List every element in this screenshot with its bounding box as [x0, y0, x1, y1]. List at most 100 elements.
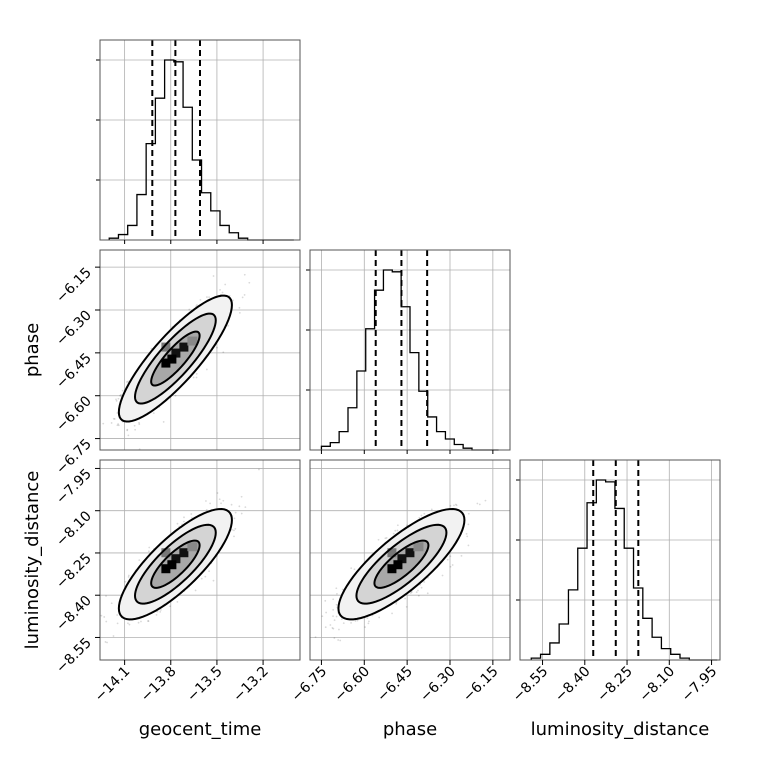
density-cell — [187, 542, 198, 552]
sample-point — [410, 591, 413, 594]
sample-point — [350, 567, 353, 570]
sample-point — [476, 502, 479, 505]
sample-point — [423, 581, 426, 583]
density-cell — [161, 342, 171, 352]
contour-line — [117, 294, 233, 423]
sample-point — [105, 595, 107, 597]
panel-frame — [519, 459, 721, 661]
sample-point — [441, 574, 444, 577]
contour-line — [133, 523, 217, 605]
density-peak — [161, 564, 171, 574]
density-peak — [171, 554, 181, 564]
sample-point — [406, 524, 408, 527]
contour-line — [355, 523, 448, 605]
sample-point — [128, 623, 131, 626]
sample-point — [418, 516, 421, 519]
sample-point — [484, 499, 487, 502]
sample-point — [364, 626, 366, 628]
density-cell — [387, 548, 397, 558]
sample-point — [467, 523, 470, 526]
sample-point — [134, 428, 137, 431]
sample-point — [368, 620, 370, 623]
panel-frame — [99, 249, 301, 451]
sample-point — [133, 424, 136, 427]
histogram-step — [530, 479, 718, 661]
sample-point — [392, 532, 395, 535]
sample-point — [148, 550, 150, 553]
contour-line — [117, 508, 233, 621]
sample-point — [240, 512, 243, 515]
panel-frame — [99, 459, 301, 661]
sample-point — [423, 512, 426, 515]
sample-point — [176, 600, 179, 603]
x-tick-label: −6.30 — [417, 664, 459, 706]
sample-point — [117, 397, 120, 400]
sample-point — [338, 628, 340, 631]
sample-point — [117, 423, 120, 425]
density-cell — [413, 542, 424, 552]
sample-point — [216, 492, 219, 494]
sample-point — [110, 422, 113, 424]
contour-line — [150, 539, 201, 589]
sample-point — [138, 421, 140, 424]
sample-point — [105, 620, 108, 623]
sample-point — [233, 535, 235, 538]
sample-point — [126, 428, 129, 431]
sample-point — [467, 512, 470, 515]
sample-point — [148, 546, 151, 549]
x-axis-label: geocent_time — [139, 719, 262, 740]
sample-point — [227, 324, 230, 327]
sample-point — [233, 517, 236, 520]
sample-point — [112, 417, 115, 420]
sample-point — [332, 608, 335, 611]
sample-point — [455, 504, 458, 507]
sample-point — [127, 622, 129, 625]
sample-point — [115, 398, 117, 401]
panel-background — [520, 460, 720, 660]
sample-point — [127, 380, 130, 383]
density-peak — [397, 554, 407, 564]
sample-point — [174, 394, 177, 397]
sample-point — [404, 597, 406, 600]
sample-point — [409, 592, 412, 594]
sample-point — [467, 544, 470, 547]
sample-point — [391, 612, 393, 615]
sample-point — [324, 626, 327, 629]
contour-line — [133, 312, 217, 405]
hist-panel-geocent_time — [96, 39, 301, 241]
sample-point — [415, 591, 418, 594]
sample-point — [116, 622, 119, 625]
x-tick-label: −8.10 — [636, 664, 678, 706]
sample-point — [126, 381, 128, 383]
sample-point — [395, 602, 398, 605]
sample-point — [465, 532, 468, 535]
sample-point — [183, 520, 185, 523]
sample-point — [222, 499, 225, 502]
sample-point — [378, 616, 381, 619]
sample-point — [341, 588, 344, 591]
sample-point — [103, 616, 106, 618]
sample-point — [314, 636, 317, 638]
density-peak — [179, 548, 189, 558]
sample-point — [417, 594, 420, 597]
sample-point — [335, 587, 338, 590]
sample-point — [420, 586, 423, 589]
sample-point — [243, 294, 246, 296]
sample-point — [232, 299, 234, 302]
sample-point — [333, 619, 336, 622]
sample-point — [354, 620, 357, 622]
sample-point — [454, 503, 457, 506]
y-tick-label: −6.60 — [53, 393, 95, 435]
x-tick-label: −13.5 — [184, 664, 226, 706]
x-axis-label: phase — [383, 719, 437, 740]
sample-point — [127, 574, 130, 577]
y-tick-label: −8.40 — [53, 593, 95, 635]
sample-point — [449, 565, 452, 568]
sample-point — [241, 296, 244, 299]
sample-point — [324, 599, 327, 602]
contour-line — [373, 539, 430, 589]
sample-point — [127, 434, 130, 437]
sample-point — [258, 468, 260, 471]
sample-point — [405, 605, 408, 608]
